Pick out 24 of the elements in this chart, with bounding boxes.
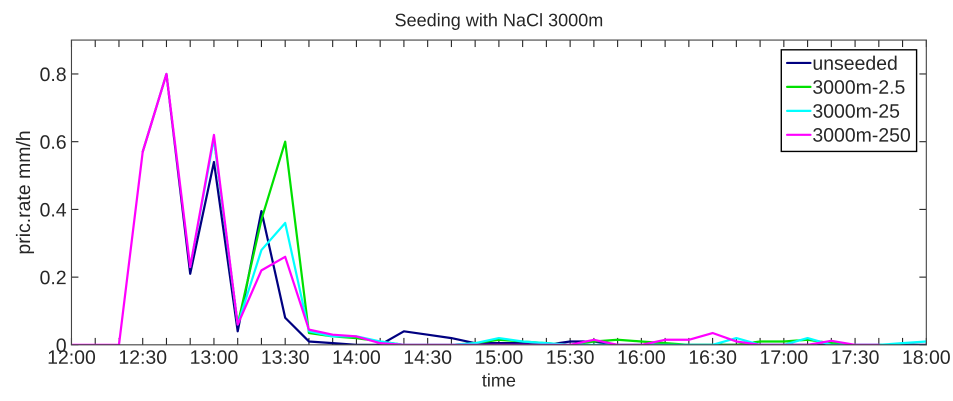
legend-label: 3000m-25: [813, 104, 900, 118]
x-tick-label: 12:30: [120, 350, 166, 364]
x-tick-label: 17:30: [832, 350, 879, 364]
x-tick-label: 15:30: [547, 350, 594, 364]
x-tick-label: 17:00: [761, 350, 808, 364]
x-tick-label: 14:30: [404, 350, 452, 364]
legend-label: unseeded: [814, 56, 897, 70]
x-tick-label: 16:30: [690, 350, 736, 364]
x-tick-label: 13:00: [191, 350, 238, 364]
x-tick-label: 13:30: [262, 350, 309, 364]
y-tick-label: 0.4: [40, 202, 66, 217]
y-tick-label: 0.8: [40, 67, 66, 82]
x-axis-title: time: [482, 373, 516, 387]
y-tick-label: 0.6: [40, 135, 66, 149]
legend-label: 3000m-250: [813, 128, 910, 142]
x-tick-label: 16:00: [618, 350, 665, 364]
y-tick-label: 0.2: [40, 270, 66, 284]
legend-label: 3000m-2.5: [813, 80, 905, 94]
x-tick-label: 15:00: [476, 350, 522, 364]
x-tick-label: 14:00: [334, 350, 380, 364]
x-tick-label: 12:00: [48, 350, 96, 364]
x-tick-label: 18:00: [903, 350, 950, 364]
chart-title: Seeding with NaCl 3000m: [395, 13, 602, 30]
y-axis-title: pric.rate mm/h: [16, 132, 34, 254]
